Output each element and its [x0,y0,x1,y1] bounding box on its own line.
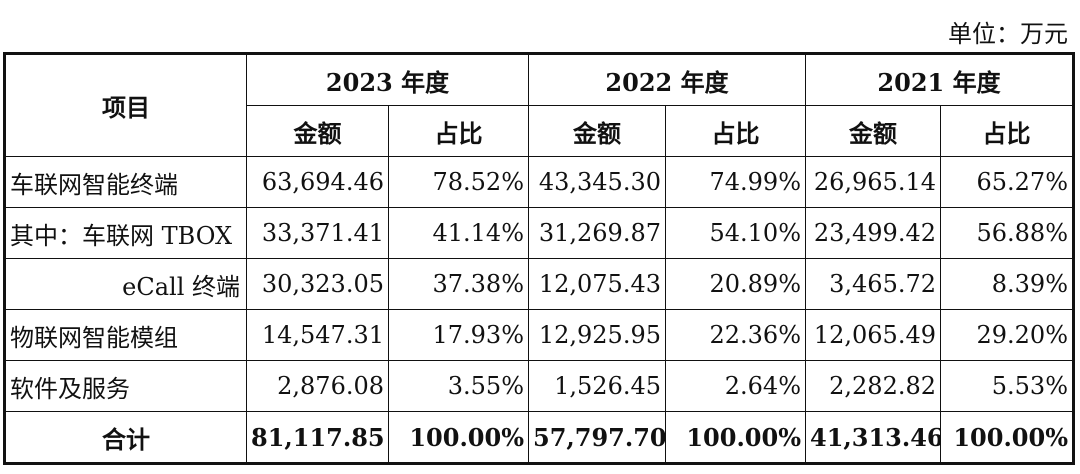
cell-value: 3.55% [388,360,529,412]
cell-value: 12,075.43 [528,258,666,310]
cell-value: 37.38% [388,258,529,310]
header-year-2022: 2022 年度 [528,53,806,106]
header-year-2023: 2023 年度 [246,53,529,106]
cell-value: 63,694.46 [246,156,389,208]
cell-value: 29.20% [940,309,1074,361]
header-share: 占比 [940,105,1074,157]
cell-value: 2,282.82 [805,360,941,412]
total-value: 100.00% [388,411,529,464]
table-row: 车联网智能终端 63,694.46 78.52% 43,345.30 74.99… [4,156,1074,208]
cell-value: 33,371.41 [246,207,389,259]
cell-value: 20.89% [665,258,806,310]
cell-value: 26,965.14 [805,156,941,208]
cell-value: 8.39% [940,258,1074,310]
cell-value: 17.93% [388,309,529,361]
cell-value: 2,876.08 [246,360,389,412]
header-amount: 金额 [805,105,941,157]
header-year-2021: 2021 年度 [805,53,1074,106]
unit-label: 单位：万元 [948,20,1068,48]
header-row-years: 项目 2023 年度 2022 年度 2021 年度 [4,53,1074,157]
total-value: 41,313.46 [805,411,941,464]
table-row: 其中：车联网 TBOX 33,371.41 41.14% 31,269.87 5… [4,207,1074,259]
cell-value: 54.10% [665,207,806,259]
header-item: 项目 [4,53,247,157]
total-value: 100.00% [665,411,806,464]
cell-value: 23,499.42 [805,207,941,259]
revenue-table: 项目 2023 年度 2022 年度 2021 年度 金额 占比 金额 占比 金… [3,52,1075,465]
header-share: 占比 [388,105,529,157]
cell-value: 12,065.49 [805,309,941,361]
header-share: 占比 [665,105,806,157]
cell-value: 74.99% [665,156,806,208]
cell-value: 56.88% [940,207,1074,259]
total-row: 合计 81,117.85 100.00% 57,797.70 100.00% 4… [4,411,1074,464]
cell-value: 43,345.30 [528,156,666,208]
total-label: 合计 [4,411,247,464]
cell-value: 30,323.05 [246,258,389,310]
total-value: 57,797.70 [528,411,666,464]
row-label: eCall 终端 [4,258,247,310]
header-amount: 金额 [246,105,389,157]
cell-value: 5.53% [940,360,1074,412]
cell-value: 22.36% [665,309,806,361]
row-label: 车联网智能终端 [4,156,247,208]
cell-value: 31,269.87 [528,207,666,259]
cell-value: 78.52% [388,156,529,208]
cell-value: 12,925.95 [528,309,666,361]
cell-value: 14,547.31 [246,309,389,361]
row-label: 物联网智能模组 [4,309,247,361]
cell-value: 1,526.45 [528,360,666,412]
row-label: 软件及服务 [4,360,247,412]
table-row: 物联网智能模组 14,547.31 17.93% 12,925.95 22.36… [4,309,1074,361]
table-row: 软件及服务 2,876.08 3.55% 1,526.45 2.64% 2,28… [4,360,1074,412]
header-amount: 金额 [528,105,666,157]
cell-value: 41.14% [388,207,529,259]
table-row: eCall 终端 30,323.05 37.38% 12,075.43 20.8… [4,258,1074,310]
row-label: 其中：车联网 TBOX [4,207,247,259]
total-value: 100.00% [940,411,1074,464]
cell-value: 65.27% [940,156,1074,208]
cell-value: 2.64% [665,360,806,412]
total-value: 81,117.85 [246,411,389,464]
cell-value: 3,465.72 [805,258,941,310]
